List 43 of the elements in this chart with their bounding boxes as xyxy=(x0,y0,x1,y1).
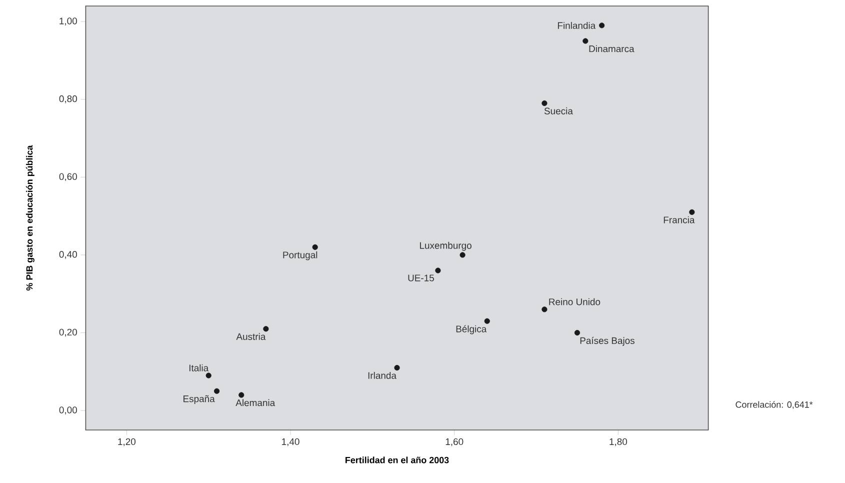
point xyxy=(238,392,244,398)
y-tick-label: 0,20 xyxy=(59,328,77,337)
y-tick-label: 0,80 xyxy=(59,95,77,104)
x-tick-label: 1,20 xyxy=(118,438,136,446)
x-tick-label: 1,40 xyxy=(282,438,300,446)
point xyxy=(542,306,548,312)
y-tick-label: 0,00 xyxy=(59,406,77,414)
point xyxy=(542,100,548,106)
annotation: Suecia xyxy=(544,107,573,114)
annotation: Dinamarca xyxy=(589,45,634,52)
point xyxy=(460,252,466,258)
annotation: Italia xyxy=(189,364,209,372)
annotation: Bélgica xyxy=(456,325,487,334)
annotation: Irlanda xyxy=(368,372,396,379)
point xyxy=(206,372,212,378)
point xyxy=(599,22,605,28)
annotation: UE-15 xyxy=(408,274,434,282)
y-tick-label: 0,40 xyxy=(59,251,77,259)
point xyxy=(263,326,269,332)
point xyxy=(214,388,220,394)
annotation: Portugal xyxy=(283,251,318,260)
y-tick-label: 1,00 xyxy=(60,18,77,26)
annotation: Luxemburgo xyxy=(420,242,472,251)
x-tick-label: 1,80 xyxy=(610,438,628,446)
x-tick-label: 1,60 xyxy=(446,438,464,446)
point xyxy=(435,268,441,274)
annotation: Francia xyxy=(664,216,695,224)
text: Correlación: 0,641* xyxy=(736,401,813,409)
annotation: Alemania xyxy=(236,399,276,406)
annotation: Reino Unido xyxy=(549,298,600,306)
point xyxy=(689,209,695,215)
annotation: Finlandia xyxy=(558,22,596,29)
point xyxy=(484,318,490,324)
y-axis-title: % PIB gasto en educación pública xyxy=(26,145,34,291)
y-tick-label: 0,60 xyxy=(59,173,77,182)
annotation: Países Bajos xyxy=(580,336,634,346)
annotation: Austria xyxy=(236,333,266,340)
point xyxy=(312,244,318,250)
x-axis-title: Fertilidad en el año 2003 xyxy=(346,456,449,464)
point xyxy=(582,38,588,44)
point xyxy=(574,330,580,336)
annotation: España xyxy=(184,395,215,404)
point xyxy=(394,364,400,371)
